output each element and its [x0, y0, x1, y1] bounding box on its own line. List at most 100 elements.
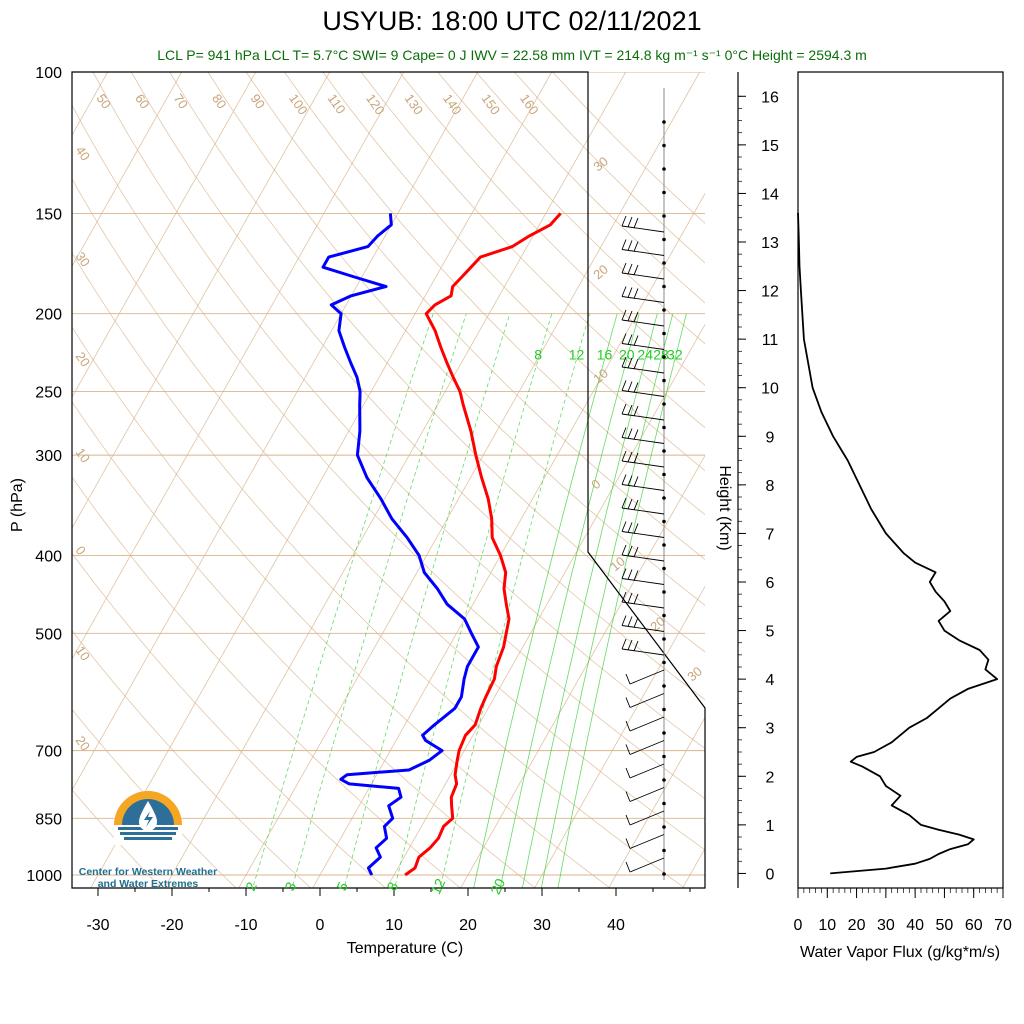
dry-adiabat-line [169, 72, 705, 653]
wind-barb [621, 286, 665, 303]
wind-level-dot [662, 355, 666, 359]
dry-adiabat-label: 110 [325, 91, 349, 117]
mixing-ratio-label: 8 [384, 879, 402, 893]
isotherm-label: 30 [73, 249, 94, 269]
dry-adiabat-line [72, 252, 686, 888]
wind-level-dot [662, 731, 666, 735]
isotherm-side-label: 20 [590, 262, 611, 283]
wind-level-dot [662, 637, 666, 641]
wind-barb [621, 380, 665, 397]
height-tick-label: 11 [762, 332, 779, 349]
cw3e-logo-icon [114, 791, 182, 845]
wind-level-dot [662, 449, 666, 453]
wind-level-dot [662, 214, 666, 218]
logo-line-2: and Water Extremes [97, 878, 199, 890]
x-tick-label: -10 [234, 917, 257, 934]
x-tick-label: 10 [385, 917, 403, 934]
dry-adiabat-line [360, 72, 705, 429]
dry-adiabat-line [72, 326, 611, 888]
wind-barb [621, 615, 665, 632]
pressure-tick-label: 200 [35, 307, 62, 324]
flux-axis-title: Water Vapor Flux (g/kg*m/s) [800, 944, 1000, 961]
isotherm-side-label: 30 [684, 664, 705, 685]
dry-adiabat-line [72, 401, 536, 888]
x-tick-label: 30 [533, 917, 551, 934]
dry-adiabat-label: 120 [363, 91, 388, 117]
isotherm-line [72, 72, 331, 529]
wind-barb [621, 239, 665, 256]
wind-level-dot [662, 590, 666, 594]
pressure-tick-label: 700 [35, 744, 62, 761]
mixing-ratio-label: 3 [281, 879, 299, 893]
wind-level-dot [662, 120, 666, 124]
height-tick-label: 4 [766, 672, 775, 689]
wind-barb [625, 834, 665, 849]
wind-level-dot [662, 707, 666, 712]
height-tick-label: 12 [761, 284, 779, 301]
height-axis-title: Height (Km) [716, 465, 733, 550]
wind-level-dot [662, 284, 666, 289]
wind-level-dot [662, 237, 666, 242]
x-tick-label: 40 [607, 917, 625, 934]
mixing-ratio-line [291, 313, 467, 888]
wind-level-dot [662, 167, 666, 171]
dry-adiabat-line [92, 72, 705, 750]
dry-adiabat-line [284, 72, 705, 516]
dry-adiabat-label: 160 [517, 91, 542, 117]
wind-barb [621, 544, 665, 562]
dry-adiabat-line [399, 72, 705, 386]
wind-level-dot [662, 872, 666, 876]
dry-adiabat-line [72, 104, 705, 800]
wind-barb [621, 309, 665, 327]
pressure-tick-label: 300 [35, 448, 62, 465]
flux-tick-label: 70 [994, 917, 1012, 934]
height-tick-label: 6 [766, 575, 775, 592]
wind-level-dot [662, 425, 666, 430]
mixing-ratio-label: 12 [569, 346, 585, 362]
flux-tick-label: 60 [965, 917, 983, 934]
flux-tick-label: 10 [818, 917, 836, 934]
pressure-tick-label: 100 [35, 65, 62, 82]
isotherm-line [72, 72, 257, 398]
dry-adiabat-label: 80 [209, 91, 230, 111]
height-tick-label: 3 [766, 721, 775, 738]
dry-adiabat-line [322, 72, 705, 472]
logo-line-1: Center for Western Weather [78, 866, 218, 878]
isotherm-line [164, 72, 627, 888]
dry-adiabat-line [72, 708, 237, 888]
skew-t-frame [71, 71, 706, 896]
pressure-tick-label: 400 [35, 548, 62, 565]
mixing-ratio-line [473, 313, 618, 888]
wind-barb [621, 333, 665, 350]
height-tick-label: 15 [761, 138, 779, 155]
mixing-ratio-line [394, 313, 553, 888]
chart-title: USYUB: 18:00 UTC 02/11/2021 [322, 6, 702, 36]
flux-profile-line [797, 212, 998, 875]
skew-t-background [72, 72, 705, 888]
wind-barb [625, 693, 665, 708]
mixing-ratio-label: 32 [667, 346, 683, 362]
mixing-ratio-label: 8 [534, 346, 542, 362]
pressure-tick-label: 850 [35, 811, 62, 828]
dry-adiabat-line [72, 789, 162, 888]
wind-barbs [621, 88, 666, 880]
wind-barb [621, 262, 665, 280]
wind-barb [621, 497, 665, 515]
isotherm-side-label: 10 [590, 366, 611, 387]
wind-level-dot [662, 331, 666, 336]
height-tick-label: 13 [761, 235, 779, 252]
x-axis-title: Temperature (C) [347, 940, 463, 957]
dry-adiabat-label: 130 [402, 91, 427, 117]
dry-adiabat-label: 70 [171, 91, 192, 111]
isotherm-label: 10 [73, 445, 94, 465]
height-tick-label: 5 [766, 624, 775, 641]
dry-adiabat-line [130, 72, 705, 701]
wind-barb [625, 810, 665, 826]
mixing-ratio-line [521, 313, 658, 888]
isotherm-line [72, 72, 405, 660]
wind-barb [621, 638, 665, 656]
height-tick-label: 7 [766, 526, 775, 543]
wind-barb [621, 474, 665, 491]
mixing-ratio-label: 20 [487, 876, 508, 897]
wind-level-dot [662, 778, 666, 782]
